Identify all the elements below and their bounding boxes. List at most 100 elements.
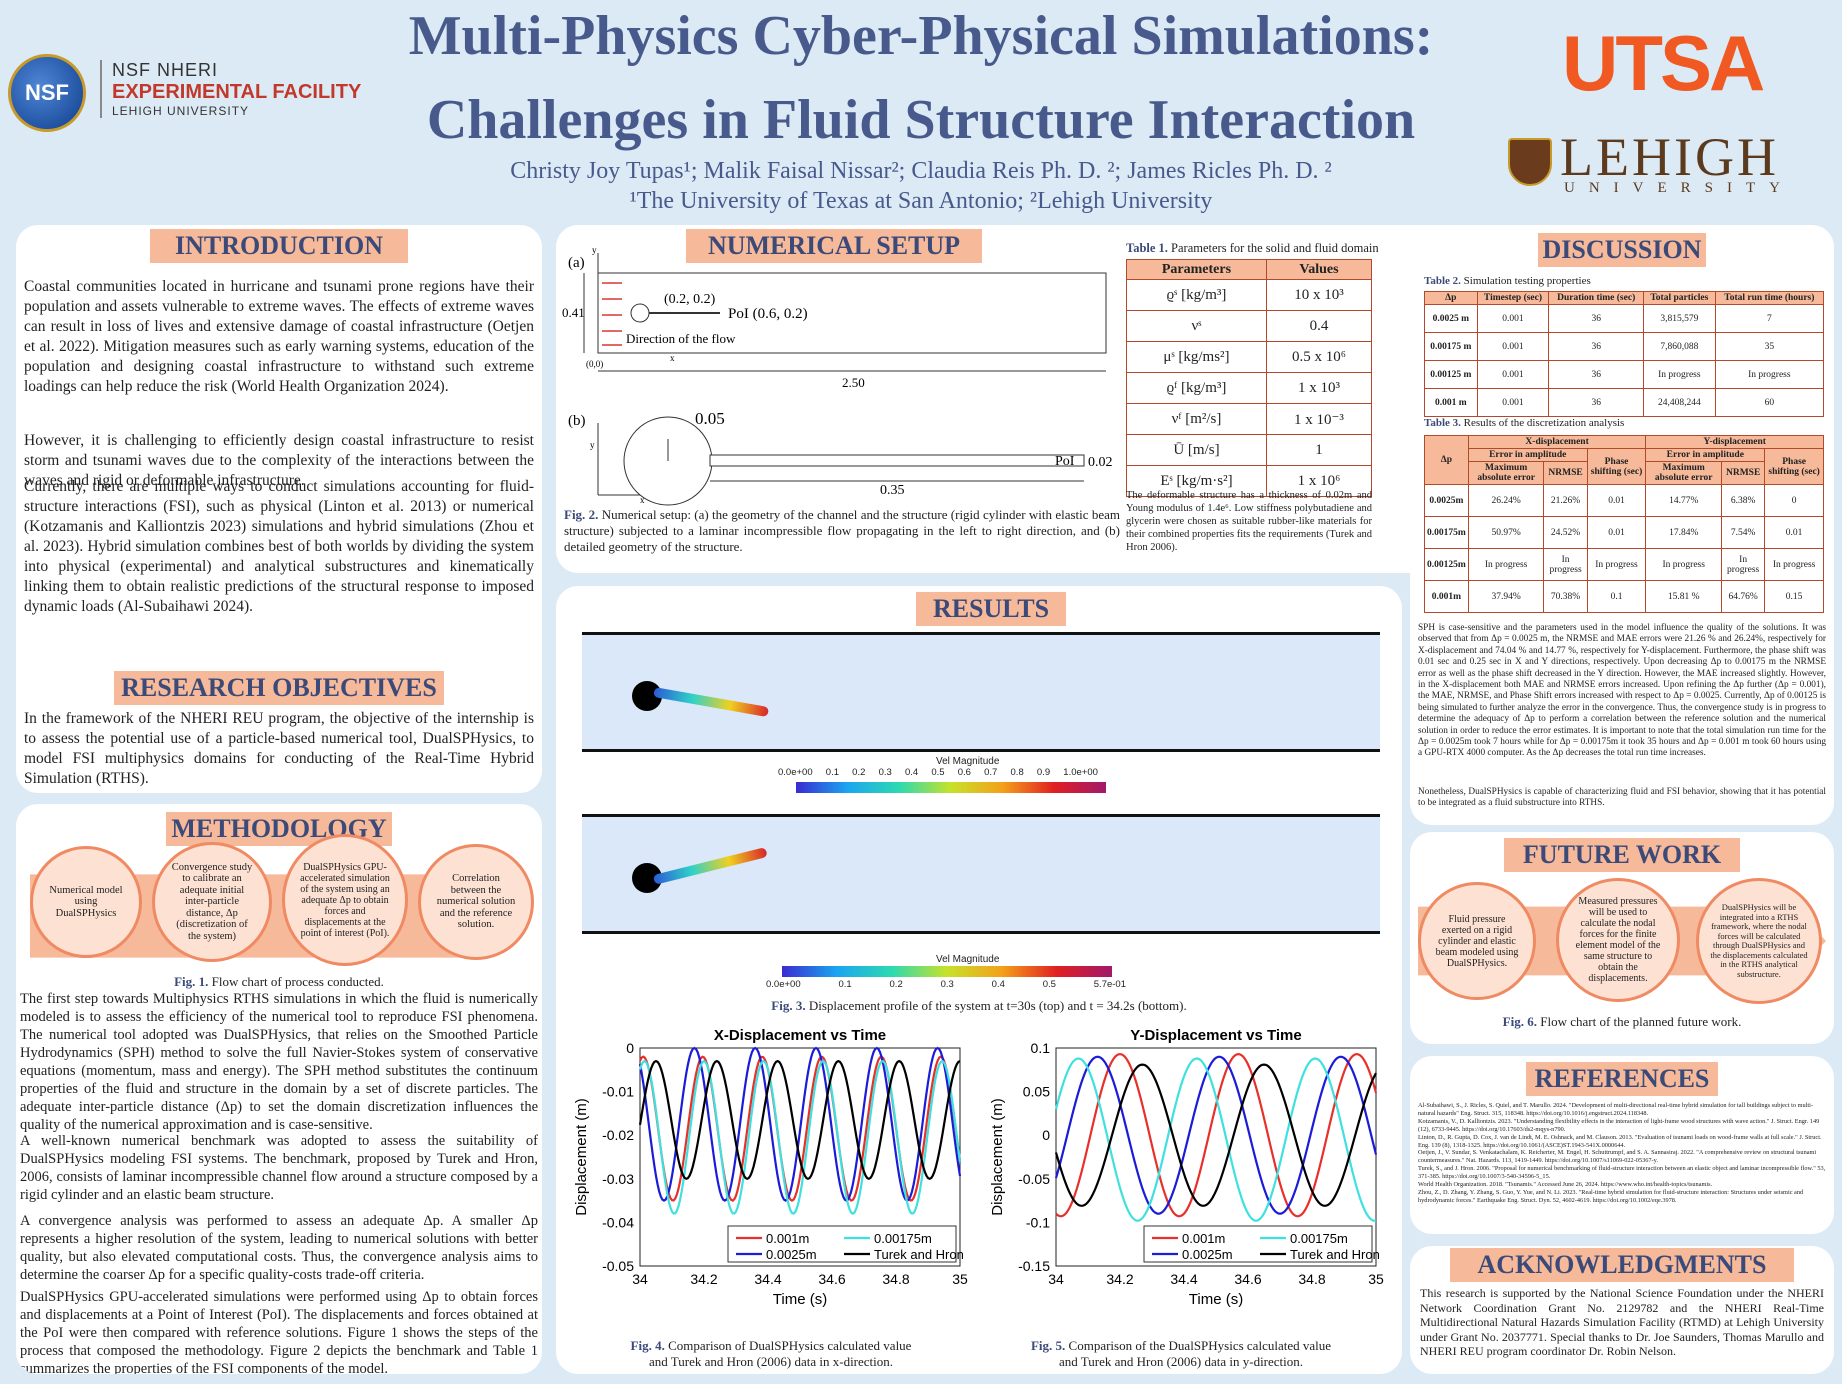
x-tick-label: 34.6 bbox=[818, 1271, 845, 1287]
discussion-p1: SPH is case-sensitive and the parameters… bbox=[1418, 623, 1826, 759]
y-tick-label: 0.05 bbox=[1023, 1084, 1050, 1100]
lehigh-logo-line2: UNIVERSITY bbox=[1564, 180, 1794, 196]
discussion-panel: DISCUSSION Table 2. Simulation testing p… bbox=[1410, 225, 1834, 825]
x-tick-label: 34.6 bbox=[1234, 1271, 1261, 1287]
reference-item: Al-Subaihawi, S., J. Ricles, S. Quiel, a… bbox=[1418, 1102, 1813, 1117]
legend-label: 0.001m bbox=[1182, 1231, 1225, 1246]
flow-step-2: Convergence study to calibrate an adequa… bbox=[152, 842, 272, 962]
colorbar-2-title: Vel Magnitude bbox=[936, 954, 1000, 965]
height-label: 0.41 bbox=[562, 305, 585, 320]
methodology-p1: The first step towards Multiphysics RTHS… bbox=[20, 991, 538, 1133]
objectives-p1: In the framework of the NHERI REU progra… bbox=[24, 710, 534, 787]
sim-snapshot-top bbox=[582, 632, 1380, 752]
y-tick-label: 0.1 bbox=[1031, 1040, 1051, 1056]
y-tick-label: 0 bbox=[1042, 1127, 1050, 1143]
table-row: μˢ [kg/ms²] 0.5 x 10⁶ bbox=[1126, 341, 1373, 373]
table-row: 0.001m 37.94% 70.38% 0.1 15.81 % 64.76% 0.15 bbox=[1424, 580, 1824, 613]
discussion-title: DISCUSSION bbox=[1538, 233, 1706, 267]
table-row: 0.00125m In progress In progress In progres… bbox=[1424, 548, 1824, 581]
acknowledgments-panel: ACKNOWLEDGMENTS This research is support… bbox=[1410, 1246, 1834, 1374]
table-row: 0.00175 m 0.001 36 7,860,088 35 bbox=[1424, 332, 1825, 361]
poster-title-line1: Multi-Physics Cyber-Physical Simulations… bbox=[408, 5, 1434, 67]
lbl-a: (a) bbox=[568, 255, 585, 271]
reference-item: World Health Organization. 2018. "Tsunam… bbox=[1418, 1181, 1713, 1189]
table-row: Ū [m/s] 1 bbox=[1126, 434, 1373, 466]
methodology-p3: A convergence analysis was performed to … bbox=[20, 1213, 538, 1283]
y-tick-label: -0.15 bbox=[1018, 1258, 1050, 1274]
table-row: 0.0025m 26.24% 21.26% 0.01 14.77% 6.38% 0 bbox=[1424, 484, 1824, 517]
series-line bbox=[1054, 1063, 1377, 1207]
y-tick-label: -0.01 bbox=[602, 1084, 634, 1100]
references-list: Al-Subaihawi, S., J. Ricles, S. Quiel, a… bbox=[1418, 1102, 1828, 1205]
beam-deformed bbox=[652, 847, 768, 885]
methodology-panel: METHODOLOGY Numerical model using DualSP… bbox=[16, 804, 542, 1374]
x-axis-label: Time (s) bbox=[773, 1291, 827, 1308]
series-line bbox=[638, 1059, 961, 1181]
table1-title: Table 1. Parameters for the solid and fl… bbox=[1126, 241, 1379, 255]
beam-deformed bbox=[653, 687, 770, 718]
table-row: 0.00125 m 0.001 36 In progress In progress bbox=[1424, 360, 1825, 389]
chart-title: Y-Displacement vs Time bbox=[1130, 1027, 1301, 1044]
future-work-title: FUTURE WORK bbox=[1504, 838, 1740, 872]
origin-a: (0,0) bbox=[586, 359, 603, 369]
legend-label: Turek and Hron bbox=[874, 1247, 964, 1262]
legend-label: 0.0025m bbox=[766, 1247, 817, 1262]
numerical-setup-panel: NUMERICAL SETUP (a) y x (0,0) 0.41 (0.2,… bbox=[556, 225, 1570, 573]
affiliations: ¹The University of Texas at San Antonio;… bbox=[629, 188, 1213, 214]
nheri-logo-line1: NSF NHERI bbox=[112, 60, 219, 80]
table3-title: Table 3. Results of the discretization a… bbox=[1424, 417, 1625, 429]
legend-label: 0.00175m bbox=[874, 1231, 932, 1246]
chart-title: X-Displacement vs Time bbox=[714, 1027, 886, 1044]
introduction-p3: Currently, there are multiple ways to co… bbox=[24, 478, 534, 615]
y-tick-label: -0.04 bbox=[602, 1214, 634, 1230]
thick-label: 0.02 bbox=[1088, 455, 1113, 470]
acknowledgments-text: This research is supported by the Nation… bbox=[1420, 1286, 1824, 1358]
colorbar-2-ticks: 0.0e+00 0.1 0.2 0.3 0.4 0.5 5.7e-01 bbox=[766, 979, 1126, 990]
methodology-p2: A well-known numerical benchmark was ado… bbox=[20, 1133, 538, 1203]
x-tick-label: 34 bbox=[1048, 1271, 1064, 1287]
future-work-panel: FUTURE WORK Fluid pressure exerted on a … bbox=[1410, 832, 1834, 1044]
references-title: REFERENCES bbox=[1526, 1062, 1718, 1096]
colorbar-1-ticks: 0.0e+00 0.1 0.2 0.3 0.4 0.5 0.6 0.7 0.8 0.9 1.0e+0… bbox=[778, 767, 1098, 778]
setup-diagram: (a) y x (0,0) 0.41 (0.2, 0.2) PoI (0.6, … bbox=[562, 245, 1113, 506]
table1: Parameters Values ϱˢ [kg/m³] 10 x 10³ νˢ 0.… bbox=[1126, 259, 1373, 497]
future-step-1: Fluid pressure exerted on a rigid cylind… bbox=[1418, 882, 1536, 1000]
y-axis-label: Displacement (m) bbox=[989, 1098, 1006, 1216]
t1-h0: Parameters bbox=[1126, 259, 1267, 280]
fig6-caption: Fig. 6. Flow chart of the planned future… bbox=[1502, 1014, 1742, 1029]
y-tick-label: -0.02 bbox=[602, 1127, 634, 1143]
objectives-title: RESEARCH OBJECTIVES bbox=[114, 671, 444, 705]
table-row: νᶠ [m²/s] 1 x 10⁻³ bbox=[1126, 403, 1373, 435]
reference-item: Zhou, Z., D. Zhang, Y. Zhang, S. Guo, Y.… bbox=[1418, 1188, 1804, 1204]
legend-label: Turek and Hron bbox=[1290, 1247, 1380, 1262]
x-tick-label: 34.8 bbox=[882, 1271, 909, 1287]
colorbar-1-title: Vel Magnitude bbox=[936, 756, 1000, 767]
table-row: νˢ 0.4 bbox=[1126, 310, 1373, 342]
y-tick-label: -0.03 bbox=[602, 1171, 634, 1187]
x-axis-label: Time (s) bbox=[1189, 1291, 1243, 1308]
center-label: (0.2, 0.2) bbox=[664, 292, 716, 307]
inflow-arrows bbox=[602, 282, 622, 346]
nsf-logo-text: NSF bbox=[25, 80, 69, 105]
beam-b bbox=[709, 454, 1085, 467]
reference-item: Oetjen, J., V. Sundar, S. Venkatachalam,… bbox=[1418, 1149, 1817, 1165]
y-axis-label: Displacement (m) bbox=[573, 1098, 590, 1216]
table-row: ϱˢ [kg/m³] 10 x 10³ bbox=[1126, 279, 1373, 311]
fig3-caption: Fig. 3. Displacement profile of the syst… bbox=[771, 998, 1187, 1013]
poi-label: PoI (0.6, 0.2) bbox=[728, 306, 808, 322]
length-label: 2.50 bbox=[842, 375, 865, 390]
x-tick-label: 34.4 bbox=[1170, 1271, 1197, 1287]
x-tick-label: 35 bbox=[1368, 1271, 1384, 1287]
flow-label: Direction of the flow bbox=[626, 331, 736, 346]
lehigh-logo-line1: LEHIGH bbox=[1560, 127, 1779, 187]
fig2-caption: Fig. 2. Numerical setup: (a) the geometr… bbox=[564, 507, 1121, 554]
x-tick-label: 34 bbox=[632, 1271, 648, 1287]
references-panel: REFERENCES Al-Subaihawi, S., J. Ricles, … bbox=[1410, 1056, 1834, 1234]
table-row: Eˢ [kg/m·s²] 1 x 10⁶ bbox=[1126, 465, 1373, 497]
table2-title: Table 2. Simulation testing properties bbox=[1424, 275, 1591, 287]
channel bbox=[597, 272, 1107, 354]
series-line bbox=[639, 1055, 962, 1202]
future-step-2: Measured pressures will be used to calcu… bbox=[1556, 878, 1680, 1002]
sim-snapshot-bottom bbox=[582, 814, 1380, 934]
